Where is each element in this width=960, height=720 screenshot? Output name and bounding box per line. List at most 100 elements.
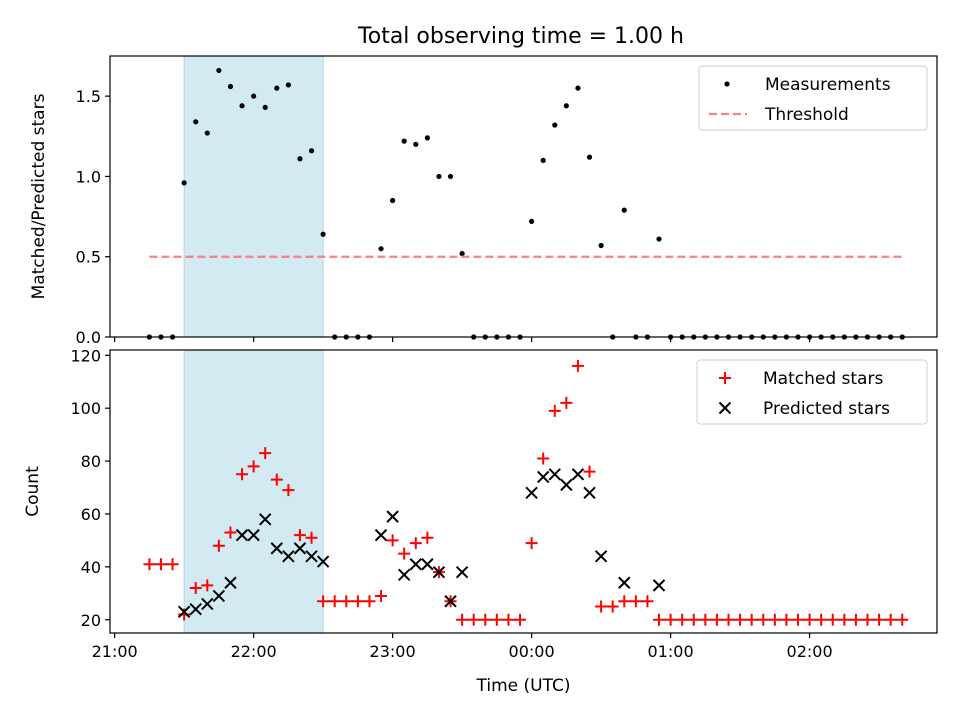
data-point (525, 486, 538, 500)
data-point (529, 218, 535, 224)
data-point (838, 613, 851, 626)
legend: Matched stars Predicted stars (696, 359, 928, 425)
measurements-panel: 0.0 0.5 1.0 1.5 Matched/Predicted stars Measu… (29, 55, 938, 347)
data-point (177, 605, 191, 619)
data-point (421, 558, 434, 571)
data-point (479, 613, 492, 626)
data-point (224, 576, 237, 589)
series-measurements (146, 67, 905, 340)
data-point (386, 510, 399, 523)
data-point (618, 576, 631, 589)
data-point (401, 138, 407, 144)
data-point (375, 589, 388, 602)
data-point (815, 613, 828, 626)
legend-swatch (718, 401, 732, 415)
data-point (502, 613, 515, 626)
x-tick-label: 21:00 (92, 642, 138, 661)
data-point (826, 613, 839, 626)
data-point (583, 465, 596, 478)
data-point (571, 468, 585, 481)
data-point (699, 613, 712, 626)
data-point (282, 550, 295, 563)
data-point (251, 93, 257, 99)
data-point (409, 558, 422, 571)
y-tick-label: 20 (81, 611, 101, 630)
data-point (803, 613, 816, 626)
data-point (224, 526, 237, 539)
data-point (351, 595, 364, 608)
data-point (397, 568, 411, 582)
legend-label: Matched stars (763, 369, 883, 389)
observing-window-span (183, 55, 324, 338)
data-point (687, 613, 700, 626)
data-point (189, 602, 202, 616)
data-point (247, 528, 260, 542)
data-point (722, 613, 735, 626)
data-point (204, 130, 210, 136)
data-point (181, 180, 187, 186)
data-point (432, 565, 446, 579)
data-point (710, 613, 723, 626)
data-point (247, 460, 260, 473)
data-point (216, 67, 222, 74)
x-tick-label: 22:00 (231, 642, 277, 661)
data-point (873, 613, 886, 626)
data-point (606, 600, 619, 613)
data-point (641, 595, 654, 608)
x-tick-label: 02:00 (787, 642, 833, 661)
y-tick-label: 100 (70, 399, 101, 418)
data-point (398, 547, 411, 560)
data-point (586, 154, 593, 160)
y-tick-label: 0.5 (76, 248, 101, 267)
data-point (768, 613, 781, 626)
data-point (884, 613, 897, 626)
data-point (235, 528, 249, 542)
data-point (201, 579, 214, 592)
series-predicted-stars (177, 468, 666, 619)
x-tick-label: 01:00 (648, 642, 694, 661)
plot-frame (109, 349, 938, 634)
data-point (571, 359, 584, 372)
data-point (525, 537, 538, 550)
data-point (598, 242, 604, 249)
data-point (459, 250, 465, 257)
data-point (621, 207, 627, 213)
data-point (193, 119, 199, 125)
x-tick-label: 00:00 (509, 642, 555, 661)
data-point (629, 595, 642, 608)
data-point (212, 539, 225, 552)
data-point (514, 613, 527, 626)
data-point (316, 555, 330, 568)
data-point (536, 470, 550, 484)
data-point (652, 579, 666, 592)
data-point (390, 197, 396, 204)
data-point (896, 613, 909, 626)
data-point (413, 141, 419, 147)
data-point (293, 529, 306, 542)
y-axis-label: Matched/Predicted stars (29, 93, 49, 299)
data-point (653, 613, 666, 626)
data-point (861, 613, 874, 626)
data-point (274, 85, 280, 91)
data-point (212, 589, 226, 603)
data-point (374, 528, 388, 542)
x-tick-label: 23:00 (370, 642, 416, 661)
data-point (595, 600, 608, 613)
y-tick-label: 60 (81, 505, 101, 524)
data-point (444, 595, 457, 608)
y-tick-label: 120 (70, 346, 101, 365)
data-point (537, 452, 550, 465)
data-point (236, 468, 249, 481)
data-point (378, 246, 384, 252)
legend-swatch (719, 372, 731, 384)
y-tick-label: 80 (81, 452, 101, 471)
y-tick-label: 40 (81, 558, 101, 577)
data-point (548, 468, 561, 481)
legend-label: Threshold (764, 105, 849, 125)
data-point (270, 473, 283, 486)
figure-title: Total observing time = 1.00 h (357, 24, 684, 49)
series-matched-stars (143, 359, 909, 626)
data-point (227, 83, 234, 90)
data-point (259, 447, 272, 460)
